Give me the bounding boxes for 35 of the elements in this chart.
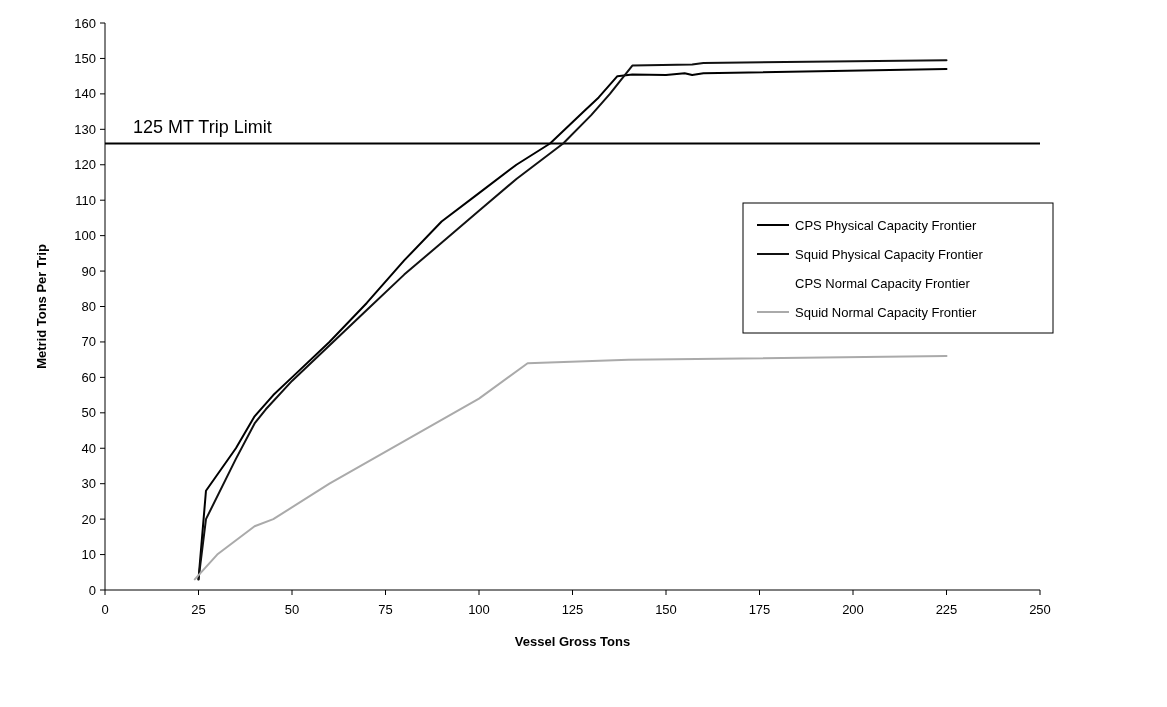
y-tick-label: 80 bbox=[81, 299, 96, 315]
y-tick-label: 150 bbox=[74, 50, 96, 66]
x-tick-label: 0 bbox=[101, 602, 109, 617]
y-tick-label: 0 bbox=[88, 582, 96, 598]
x-tick-label: 50 bbox=[284, 602, 300, 617]
x-tick-label: 75 bbox=[378, 602, 393, 617]
y-tick-label: 140 bbox=[74, 86, 96, 102]
x-tick-label: 125 bbox=[561, 602, 584, 617]
x-tick-label: 175 bbox=[748, 602, 771, 617]
y-tick-label: 20 bbox=[81, 511, 96, 527]
x-tick-label: 200 bbox=[842, 602, 864, 617]
x-tick-label: 25 bbox=[191, 602, 206, 617]
y-tick-label: 110 bbox=[75, 192, 96, 208]
y-tick-label: 40 bbox=[81, 440, 96, 456]
y-tick-label: 120 bbox=[74, 157, 96, 173]
y-tick-label: 60 bbox=[81, 369, 96, 385]
legend-label: CPS Physical Capacity Frontier bbox=[795, 217, 978, 233]
y-tick-label: 50 bbox=[81, 405, 96, 421]
y-tick-label: 10 bbox=[81, 547, 96, 563]
y-axis-title: Metrid Tons Per Trip bbox=[34, 244, 49, 369]
x-axis-title: Vessel Gross Tons bbox=[514, 634, 631, 649]
text: CPS Normal Capacity Frontier bbox=[795, 275, 971, 291]
x-tick-label: 100 bbox=[468, 602, 490, 617]
x-tick-label: 225 bbox=[935, 602, 958, 617]
y-tick-label: 90 bbox=[81, 263, 96, 279]
x-tick-label: 250 bbox=[1029, 602, 1051, 617]
legend-label: Squid Physical Capacity Frontier bbox=[795, 246, 984, 262]
x-tick-label: 150 bbox=[655, 602, 677, 617]
y-tick-label: 160 bbox=[74, 15, 96, 31]
legend-label: Squid Normal Capacity Frontier bbox=[795, 304, 978, 320]
y-tick-label: 30 bbox=[81, 476, 96, 492]
y-tick-label: 130 bbox=[74, 121, 96, 137]
y-tick-label: 100 bbox=[74, 228, 96, 244]
y-tick-label: 70 bbox=[81, 334, 96, 350]
ref-line-label: 125 MT Trip Limit bbox=[133, 117, 272, 138]
